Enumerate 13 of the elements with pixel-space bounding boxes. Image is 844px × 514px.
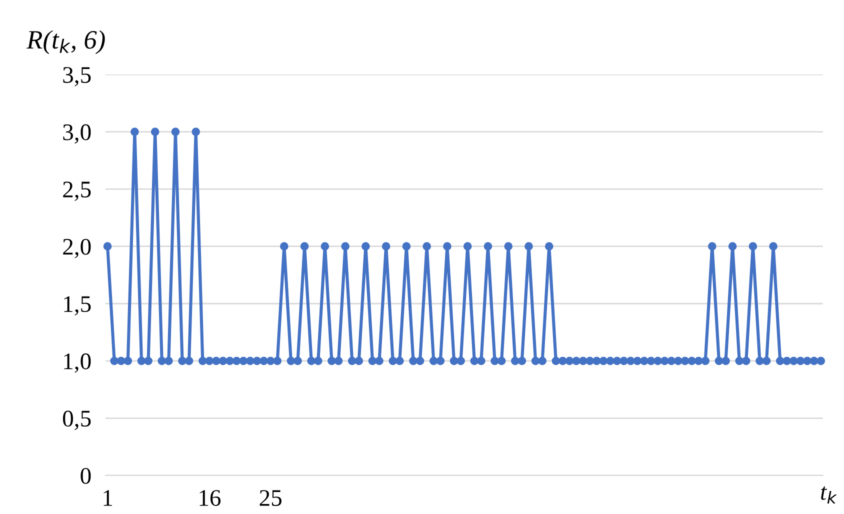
- x-tick-label: 1: [104, 490, 112, 506]
- x-tick-label: 16: [200, 490, 221, 506]
- y-tick-label: 0: [80, 468, 91, 484]
- y-tick-label: 2,0: [63, 238, 91, 258]
- y-tick-label: 3,0: [63, 124, 91, 144]
- x-axis-title: t$_{k}$: [821, 486, 837, 504]
- y-tick-label: 2,5: [63, 182, 91, 201]
- y-tick-label: 1,5: [64, 296, 91, 316]
- y-axis-title: R(t$_{k}$, 6): [26, 30, 105, 54]
- x-tick-label: 25: [260, 490, 282, 506]
- y-tick-label: 3,5: [63, 67, 91, 86]
- y-tick-label: 1,0: [64, 353, 91, 373]
- y-tick-label: 0,5: [62, 410, 91, 430]
